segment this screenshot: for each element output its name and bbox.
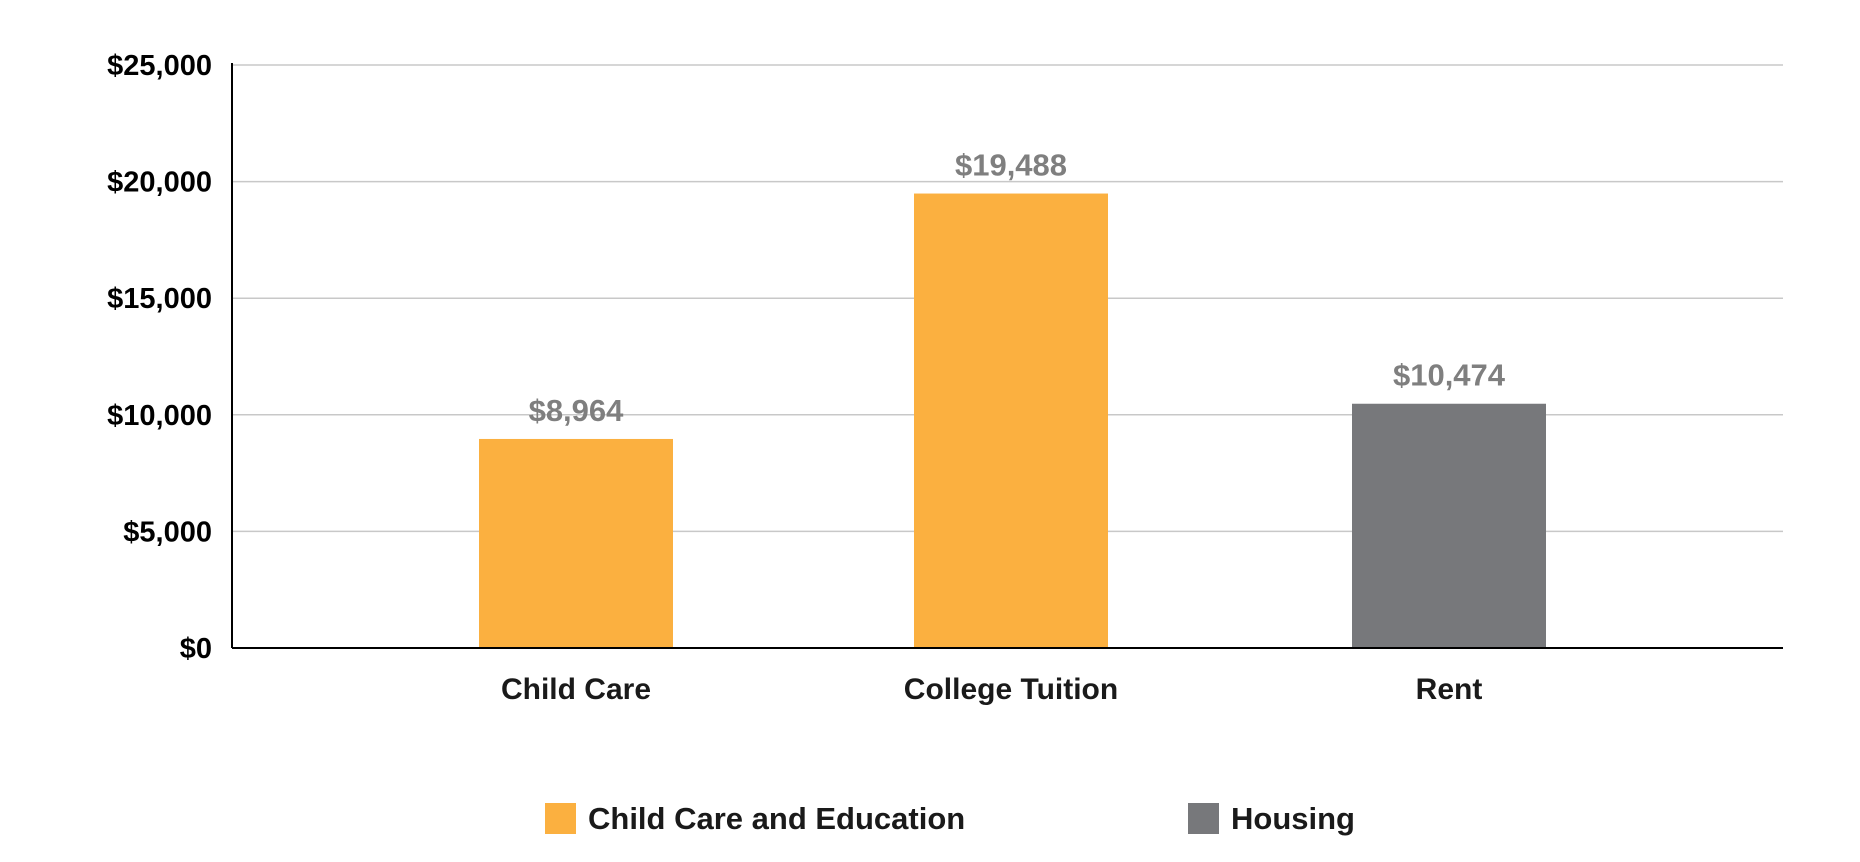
bar-child-care	[479, 438, 673, 648]
x-category-label: College Tuition	[904, 673, 1118, 706]
data-label: $8,964	[529, 393, 625, 428]
y-tick-label: $20,000	[107, 167, 212, 199]
y-axis-ticks: $0 $5,000 $10,000 $15,000 $20,000 $25,000	[107, 50, 212, 665]
legend-swatch	[1188, 803, 1219, 834]
x-category-label: Child Care	[501, 673, 651, 706]
legend-label: Child Care and Education	[588, 801, 965, 836]
bar-college-tuition	[914, 193, 1108, 648]
data-label: $10,474	[1393, 358, 1506, 393]
x-category-label: Rent	[1416, 673, 1483, 706]
bar-rent	[1352, 403, 1546, 648]
axes	[231, 63, 1783, 649]
data-label: $19,488	[955, 148, 1067, 183]
y-tick-label: $10,000	[107, 400, 212, 432]
data-labels: $8,964 $19,488 $10,474	[529, 148, 1506, 428]
y-tick-label: $5,000	[123, 516, 212, 548]
y-tick-label: $25,000	[107, 50, 212, 82]
legend-label: Housing	[1231, 801, 1355, 836]
legend-swatch	[545, 803, 576, 834]
legend: Child Care and Education Housing	[545, 801, 1355, 836]
y-tick-label: $0	[180, 633, 212, 665]
x-axis-categories: Child Care College Tuition Rent	[501, 673, 1482, 706]
bars	[479, 193, 1546, 648]
y-tick-label: $15,000	[107, 283, 212, 315]
